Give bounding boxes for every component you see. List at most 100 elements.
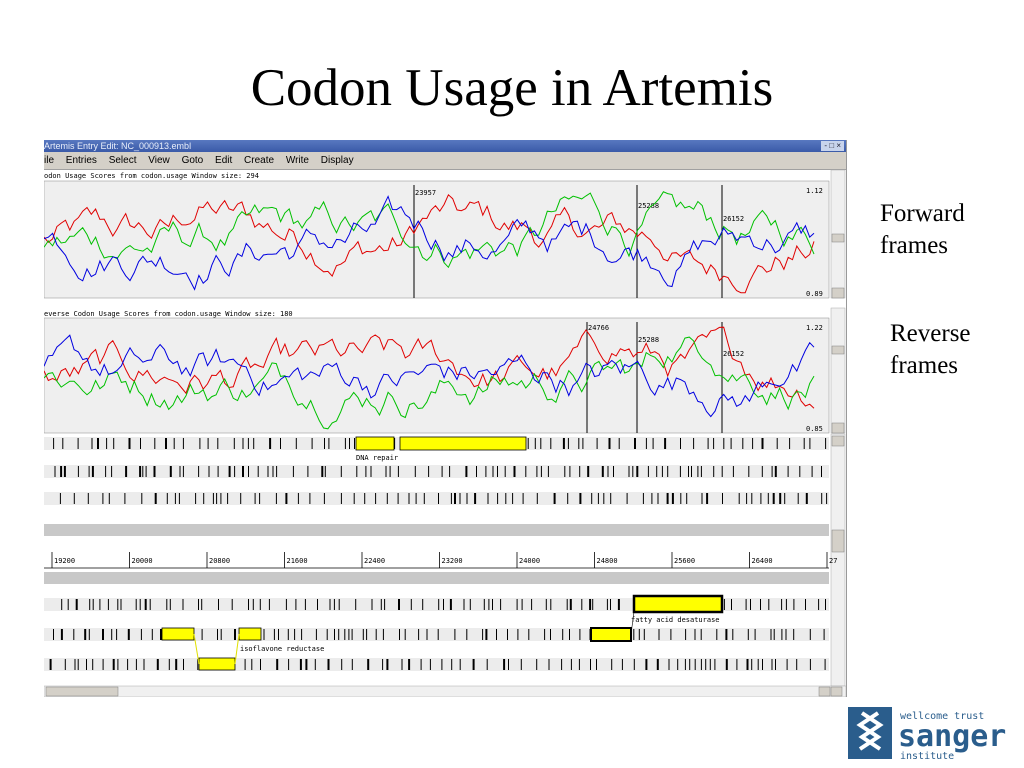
stop-codon-mark — [429, 659, 431, 670]
stop-codon-mark — [459, 659, 461, 670]
stop-codon-mark — [254, 493, 256, 504]
menu-entries[interactable]: Entries — [65, 155, 97, 166]
stop-codon-mark — [385, 466, 387, 477]
stop-codon-mark — [517, 629, 519, 640]
stop-codon-mark — [760, 599, 761, 610]
stop-codon-mark — [508, 659, 509, 670]
stop-codon-mark — [579, 629, 581, 640]
stop-codon-mark — [73, 629, 75, 640]
menu-write[interactable]: Write — [285, 155, 309, 166]
isoflavone-box-2[interactable] — [238, 627, 262, 641]
reverse-plot-scroll-arrow[interactable] — [831, 422, 845, 434]
stop-codon-mark — [195, 493, 197, 504]
stop-codon-mark — [367, 659, 370, 670]
stop-codon-mark — [679, 466, 681, 477]
stop-codon-mark — [201, 599, 203, 610]
dna-repair-feature[interactable]: DNA repair — [355, 436, 527, 462]
reverse-label-line1: Reverse — [890, 320, 971, 347]
stop-codon-mark — [124, 493, 126, 504]
menu-edit[interactable]: Edit — [215, 155, 233, 166]
stop-codon-mark — [658, 629, 660, 640]
stop-codon-mark — [428, 466, 430, 477]
stop-codon-mark — [139, 466, 142, 477]
isoflavone-box-3[interactable] — [198, 657, 236, 671]
fatty-acid-box-2[interactable] — [590, 627, 632, 642]
menu-view[interactable]: View — [148, 155, 170, 166]
stop-codon-mark — [667, 466, 669, 477]
stop-codon-mark — [143, 659, 145, 670]
reverse-marker-3: 26152 — [723, 350, 744, 358]
stop-codon-mark — [449, 599, 452, 610]
stop-codon-mark — [105, 466, 107, 477]
stop-codon-mark — [597, 493, 599, 504]
sanger-logo: wellcome trust sanger institute — [848, 707, 1006, 762]
stop-codon-mark — [701, 493, 703, 504]
stop-codon-mark — [713, 438, 715, 449]
stop-codon-mark — [273, 629, 275, 640]
stop-codon-mark — [636, 466, 639, 477]
dna-helix-icon — [856, 711, 884, 751]
stop-codon-mark — [610, 599, 611, 610]
stop-codon-mark — [92, 659, 94, 670]
isoflavone-feature[interactable]: isoflavone reductase — [161, 627, 324, 671]
window-title-bar[interactable]: Artemis Entry Edit: NC_000913.embl - □ × — [44, 140, 846, 152]
scroll-down-arrow[interactable] — [830, 686, 843, 697]
horizontal-scrollbar[interactable] — [44, 685, 846, 697]
menu-goto[interactable]: Goto — [181, 155, 204, 166]
feature-scroll-up-arrow[interactable] — [831, 435, 845, 447]
stop-codon-mark — [561, 659, 563, 670]
stop-codon-mark — [504, 466, 506, 477]
stop-codon-mark — [88, 629, 90, 640]
stop-codon-mark — [474, 493, 477, 504]
isoflavone-connector-2 — [234, 633, 240, 665]
horizontal-scroll-right-arrow[interactable] — [818, 686, 831, 697]
window-title: Artemis Entry Edit: NC_000913.embl — [44, 141, 192, 151]
stop-codon-mark — [562, 629, 564, 640]
stop-codon-mark — [362, 629, 364, 640]
stop-codon-mark — [472, 659, 475, 670]
stop-codon-mark — [217, 466, 219, 477]
stop-codon-mark — [591, 493, 593, 504]
menu-display[interactable]: Display — [320, 155, 354, 166]
window-controls[interactable]: - □ × — [821, 141, 844, 151]
stop-codon-mark — [618, 438, 620, 449]
reverse-frame-blue-line — [44, 334, 815, 418]
stop-codon-mark — [120, 599, 122, 610]
reverse-plot-lines — [44, 326, 815, 430]
forward-plot-scroll-arrow[interactable] — [831, 287, 845, 299]
menu-create[interactable]: Create — [244, 155, 275, 166]
stop-codon-mark — [643, 629, 645, 640]
stop-codon-mark — [553, 493, 556, 504]
stop-codon-mark — [111, 629, 113, 640]
stop-codon-mark — [77, 659, 79, 670]
stop-codon-mark — [747, 629, 749, 640]
dna-repair-box-2[interactable] — [399, 436, 527, 451]
stop-codon-mark — [725, 629, 728, 640]
stop-codon-mark — [647, 466, 649, 477]
reverse-plot-scrollbar[interactable] — [830, 307, 846, 434]
forward-marker-2: 25288 — [638, 202, 659, 210]
fatty-acid-feature[interactable]: fatty acid desaturase — [590, 594, 724, 642]
forward-frames-label: Forward frames — [880, 198, 965, 262]
menu-select[interactable]: Select — [108, 155, 137, 166]
menu-file[interactable]: ile — [44, 155, 55, 166]
horizontal-scroll-thumb[interactable] — [45, 686, 119, 697]
forward-plot-scroll-thumb[interactable] — [831, 233, 845, 243]
stop-codon-mark — [285, 493, 288, 504]
stop-codon-mark — [408, 659, 411, 670]
stop-codon-mark — [809, 629, 811, 640]
stop-codon-mark — [781, 599, 783, 610]
feature-scroll-thumb[interactable] — [831, 529, 845, 553]
stop-codon-mark — [263, 629, 265, 640]
stop-codon-mark — [686, 493, 688, 504]
stop-codon-mark — [761, 438, 764, 449]
stop-codon-mark — [463, 599, 465, 610]
fatty-acid-box-1[interactable] — [632, 594, 724, 614]
ruler-label: 23200 — [442, 557, 463, 565]
stop-codon-mark — [441, 659, 443, 670]
reverse-plot-scroll-thumb[interactable] — [831, 345, 845, 355]
stop-codon-mark — [482, 629, 484, 640]
dna-repair-box-1[interactable] — [355, 436, 395, 451]
stop-codon-mark — [338, 629, 340, 640]
isoflavone-box-1[interactable] — [161, 627, 195, 641]
